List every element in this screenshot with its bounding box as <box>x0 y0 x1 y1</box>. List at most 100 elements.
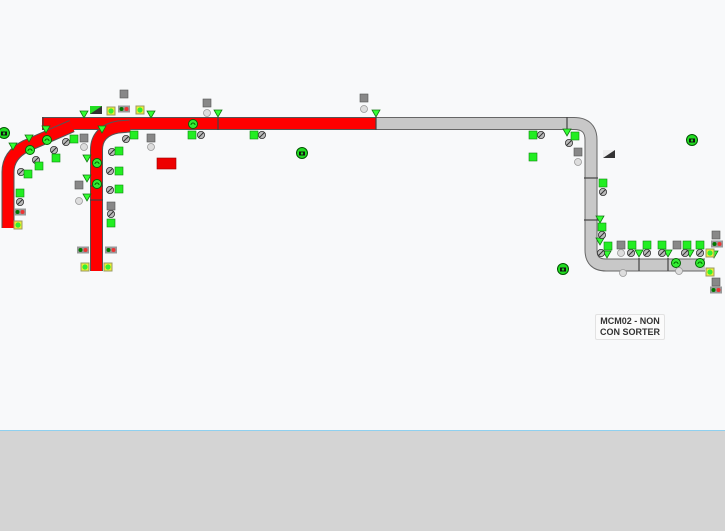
disconnect-icon[interactable] <box>598 187 608 197</box>
field-devices[interactable] <box>0 89 723 294</box>
disconnect-icon[interactable] <box>121 134 131 144</box>
conveyor-faulted-branch-left[interactable] <box>1 120 75 228</box>
status-box-icon[interactable] <box>603 241 613 251</box>
disconnect-icon[interactable] <box>49 145 59 155</box>
disconnect-icon[interactable] <box>257 130 267 140</box>
photo-eye-icon[interactable] <box>79 110 89 119</box>
status-box-icon[interactable] <box>51 153 61 163</box>
disconnect-icon[interactable] <box>626 248 636 258</box>
status-box-icon[interactable] <box>598 178 608 188</box>
status-box-icon[interactable] <box>616 240 626 250</box>
disconnect-icon[interactable] <box>61 137 71 147</box>
disconnect-icon[interactable] <box>105 185 115 195</box>
motor-icon[interactable] <box>42 135 52 145</box>
photo-eye-icon[interactable] <box>82 174 92 183</box>
status-box-icon[interactable] <box>617 249 625 257</box>
photo-eye-icon[interactable] <box>82 193 92 202</box>
photo-eye-icon[interactable] <box>82 154 92 163</box>
beacon-icon[interactable] <box>705 267 715 277</box>
status-box-icon[interactable] <box>202 98 212 108</box>
beacon-icon[interactable] <box>106 106 116 116</box>
status-box-icon[interactable] <box>129 130 139 140</box>
beacon-icon[interactable] <box>705 248 715 258</box>
photo-eye-icon[interactable] <box>562 128 572 137</box>
status-box-icon[interactable] <box>106 218 116 228</box>
status-box-icon[interactable] <box>682 240 692 250</box>
status-box-icon[interactable] <box>657 240 667 250</box>
status-box-icon[interactable] <box>573 147 583 157</box>
status-box-icon[interactable] <box>114 166 124 176</box>
status-box-icon[interactable] <box>359 93 369 103</box>
fault-status-box[interactable] <box>156 157 177 170</box>
status-box-icon[interactable] <box>75 197 83 205</box>
disconnect-icon[interactable] <box>107 147 117 157</box>
disconnect-icon[interactable] <box>16 167 26 177</box>
status-box-icon[interactable] <box>15 188 25 198</box>
status-box-icon[interactable] <box>203 109 211 117</box>
motor-icon[interactable] <box>92 158 102 168</box>
status-box-icon[interactable] <box>187 130 197 140</box>
beacon-icon[interactable] <box>14 208 26 216</box>
beacon-icon[interactable] <box>103 262 113 272</box>
area-label[interactable]: MCM02 - NON CON SORTER <box>595 314 665 340</box>
status-box-icon[interactable] <box>34 161 44 171</box>
disconnect-icon[interactable] <box>105 166 115 176</box>
status-box-icon[interactable] <box>528 152 538 162</box>
status-box-icon[interactable] <box>711 230 721 240</box>
disconnect-icon[interactable] <box>15 197 25 207</box>
camera-icon[interactable] <box>686 134 698 146</box>
camera-icon[interactable] <box>557 263 569 275</box>
status-box-icon[interactable] <box>597 222 607 232</box>
photo-eye-icon[interactable] <box>213 109 223 118</box>
camera-icon[interactable] <box>296 147 308 159</box>
disconnect-icon[interactable] <box>536 130 546 140</box>
motor-icon[interactable] <box>671 258 681 268</box>
status-box-icon[interactable] <box>106 201 116 211</box>
status-box-icon[interactable] <box>23 169 33 179</box>
beacon-icon[interactable] <box>711 240 723 248</box>
status-box-icon[interactable] <box>627 240 637 250</box>
status-box-icon[interactable] <box>119 89 129 99</box>
disconnect-icon[interactable] <box>196 130 206 140</box>
status-box-icon[interactable] <box>711 277 721 287</box>
beacon-icon[interactable] <box>135 105 145 115</box>
conveyor-faulted-branch-right[interactable] <box>90 119 131 271</box>
status-box-icon[interactable] <box>114 146 124 156</box>
disconnect-icon[interactable] <box>564 138 574 148</box>
status-box-icon[interactable] <box>360 105 368 113</box>
motor-icon[interactable] <box>92 179 102 189</box>
status-box-icon[interactable] <box>574 158 582 166</box>
beacon-icon[interactable] <box>80 262 90 272</box>
status-box-icon[interactable] <box>114 184 124 194</box>
status-box-icon[interactable] <box>642 240 652 250</box>
status-box-icon[interactable] <box>69 134 79 144</box>
status-box-icon[interactable] <box>570 131 580 141</box>
status-box-icon[interactable] <box>79 133 89 143</box>
disconnect-icon[interactable] <box>657 248 667 258</box>
status-box-icon[interactable] <box>74 180 84 190</box>
beacon-icon[interactable] <box>77 246 89 254</box>
beacon-icon[interactable] <box>105 246 117 254</box>
disconnect-icon[interactable] <box>596 248 606 258</box>
status-box-icon[interactable] <box>147 143 155 151</box>
photo-eye-icon[interactable] <box>634 249 644 258</box>
disconnect-icon[interactable] <box>106 209 116 219</box>
camera-icon[interactable] <box>0 127 10 139</box>
status-box-icon[interactable] <box>146 133 156 143</box>
disconnect-icon[interactable] <box>680 248 690 258</box>
photo-eye-icon[interactable] <box>371 109 381 118</box>
disconnect-icon[interactable] <box>695 248 705 258</box>
photo-eye-icon[interactable] <box>146 110 156 119</box>
status-box-icon[interactable] <box>619 269 627 277</box>
beacon-icon[interactable] <box>710 286 722 294</box>
status-box-icon[interactable] <box>249 130 259 140</box>
motor-icon[interactable] <box>188 119 198 129</box>
status-box-icon[interactable] <box>675 267 683 275</box>
motor-icon[interactable] <box>25 145 35 155</box>
motor-icon[interactable] <box>695 258 705 268</box>
status-box-icon[interactable] <box>672 240 682 250</box>
status-box-icon[interactable] <box>80 143 88 151</box>
status-box-icon[interactable] <box>528 130 538 140</box>
beacon-icon[interactable] <box>118 105 130 113</box>
beacon-icon[interactable] <box>13 220 23 230</box>
